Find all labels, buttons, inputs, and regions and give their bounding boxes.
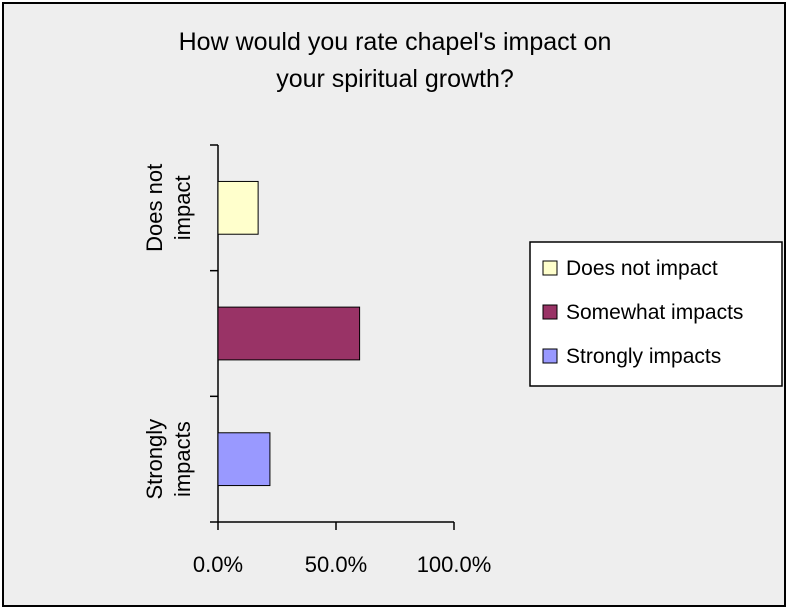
- y-category-label-line: Strongly: [142, 419, 167, 500]
- legend-label: Does not impact: [566, 257, 718, 280]
- bar-does-not-impact: [217, 180, 259, 235]
- y-category-label-line: impacts: [170, 421, 195, 497]
- bar-somewhat-impacts: [217, 306, 361, 361]
- y-category-label: Does not impact: [142, 164, 195, 252]
- legend-box: [529, 241, 783, 387]
- chart-title-line-1: How would you rate chapel's impact on: [179, 28, 612, 56]
- y-category-label-line: impact: [170, 175, 195, 240]
- bar-strongly-impacts: [217, 432, 271, 487]
- x-tick-label: 0.0%: [193, 552, 243, 577]
- y-category-label: Strongly impacts: [142, 419, 195, 500]
- legend-label: Somewhat impacts: [566, 301, 743, 324]
- y-category-label-line: Does not: [142, 164, 167, 252]
- legend: Does not impact Somewhat impacts Strongly …: [529, 241, 783, 387]
- x-tick-label: 100.0%: [417, 552, 492, 577]
- x-tick-label: 50.0%: [305, 552, 367, 577]
- legend-swatch: [542, 304, 558, 320]
- chart-title-line-2: your spiritual growth?: [276, 65, 514, 93]
- legend-swatch: [542, 348, 558, 364]
- legend-label: Strongly impacts: [566, 345, 721, 368]
- legend-swatch: [542, 260, 558, 276]
